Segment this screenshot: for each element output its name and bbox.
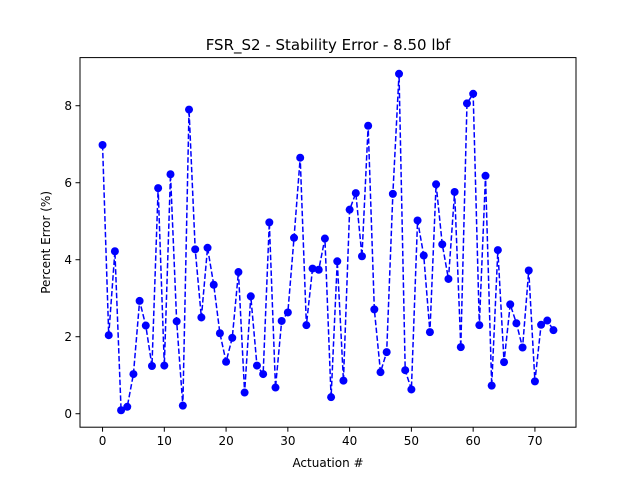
data-point bbox=[290, 233, 299, 242]
data-point bbox=[444, 274, 453, 283]
data-point bbox=[419, 251, 428, 260]
data-point bbox=[271, 383, 280, 392]
data-point bbox=[407, 385, 416, 394]
data-point bbox=[252, 361, 261, 370]
data-point bbox=[197, 313, 206, 322]
data-point bbox=[493, 246, 502, 255]
data-point bbox=[203, 243, 212, 252]
data-point bbox=[222, 357, 231, 366]
y-axis-label: Percent Error (%) bbox=[39, 191, 53, 294]
data-point bbox=[333, 257, 342, 266]
y-tick-label: 2 bbox=[64, 330, 72, 344]
data-point bbox=[438, 240, 447, 249]
data-point bbox=[506, 300, 515, 309]
x-axis-label: Actuation # bbox=[292, 456, 363, 470]
data-point bbox=[450, 187, 459, 196]
data-point bbox=[401, 366, 410, 375]
data-point bbox=[425, 328, 434, 337]
data-point bbox=[277, 316, 286, 325]
data-point bbox=[487, 381, 496, 390]
data-point bbox=[296, 153, 305, 162]
y-tick-label: 0 bbox=[64, 407, 72, 421]
data-point bbox=[475, 321, 484, 330]
data-point bbox=[228, 333, 237, 342]
data-point bbox=[308, 264, 317, 273]
data-point bbox=[357, 252, 366, 261]
x-tick-label: 60 bbox=[466, 434, 481, 448]
data-point bbox=[524, 266, 533, 275]
data-point bbox=[123, 402, 132, 411]
data-point bbox=[469, 89, 478, 98]
data-point bbox=[432, 180, 441, 189]
data-point bbox=[98, 141, 107, 149]
y-tick-label: 8 bbox=[64, 99, 72, 113]
data-point bbox=[543, 316, 552, 325]
data-point bbox=[172, 317, 181, 326]
x-tick-label: 30 bbox=[280, 434, 295, 448]
axis-ticks: 0 10 20 30 40 50 60 70 0 2 4 6 8 bbox=[64, 99, 542, 448]
data-point bbox=[364, 121, 373, 130]
data-point bbox=[314, 265, 323, 274]
data-point bbox=[154, 184, 163, 193]
data-point bbox=[462, 99, 471, 108]
data-point bbox=[370, 305, 379, 314]
data-point bbox=[351, 189, 360, 198]
data-point bbox=[500, 358, 509, 367]
data-point bbox=[512, 319, 521, 328]
data-point bbox=[166, 170, 175, 179]
series-line bbox=[101, 73, 555, 412]
data-point bbox=[283, 308, 292, 317]
x-tick-label: 0 bbox=[99, 434, 107, 448]
data-point bbox=[191, 245, 200, 254]
data-point bbox=[135, 296, 144, 305]
data-point bbox=[104, 331, 113, 340]
data-point bbox=[265, 218, 274, 227]
data-point bbox=[117, 406, 126, 415]
data-point bbox=[129, 370, 138, 379]
data-point bbox=[240, 388, 249, 397]
data-point bbox=[530, 377, 539, 386]
data-point bbox=[302, 321, 311, 330]
data-point bbox=[388, 189, 397, 198]
x-tick-label: 20 bbox=[218, 434, 233, 448]
x-tick-label: 70 bbox=[527, 434, 542, 448]
series-layer bbox=[98, 69, 558, 415]
data-point bbox=[185, 105, 194, 114]
data-point bbox=[147, 361, 156, 370]
data-point bbox=[209, 280, 218, 289]
data-point bbox=[481, 171, 490, 180]
data-point bbox=[320, 234, 329, 243]
y-tick-label: 4 bbox=[64, 253, 72, 267]
data-point bbox=[549, 326, 558, 335]
data-point bbox=[413, 216, 422, 225]
x-tick-label: 10 bbox=[157, 434, 172, 448]
x-tick-label: 40 bbox=[342, 434, 357, 448]
x-tick-label: 50 bbox=[404, 434, 419, 448]
plot-frame bbox=[79, 57, 577, 428]
data-point bbox=[234, 268, 243, 277]
data-point bbox=[345, 205, 354, 214]
data-point bbox=[518, 343, 527, 352]
data-point bbox=[382, 348, 391, 357]
data-point bbox=[537, 320, 546, 329]
data-point bbox=[246, 292, 255, 301]
data-point bbox=[141, 321, 150, 330]
data-point bbox=[215, 329, 224, 338]
data-point bbox=[327, 393, 336, 402]
chart-title: FSR_S2 - Stability Error - 8.50 lbf bbox=[206, 36, 451, 55]
data-point bbox=[259, 370, 268, 379]
data-point bbox=[160, 361, 169, 370]
data-point bbox=[395, 69, 404, 78]
data-point bbox=[376, 368, 385, 377]
data-point bbox=[339, 376, 348, 385]
data-point bbox=[178, 401, 187, 410]
data-point bbox=[110, 247, 119, 256]
y-tick-label: 6 bbox=[64, 176, 72, 190]
data-point bbox=[456, 343, 465, 352]
